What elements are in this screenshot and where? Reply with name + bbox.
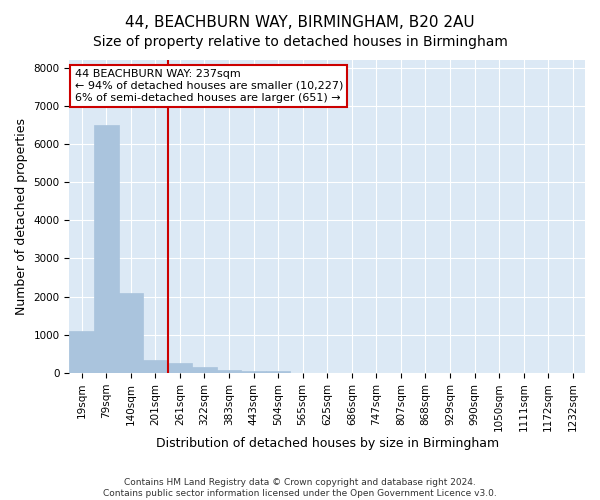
Bar <box>241 371 266 373</box>
Bar <box>94 125 119 373</box>
Text: Contains HM Land Registry data © Crown copyright and database right 2024.
Contai: Contains HM Land Registry data © Crown c… <box>103 478 497 498</box>
Text: 44 BEACHBURN WAY: 237sqm
← 94% of detached houses are smaller (10,227)
6% of sem: 44 BEACHBURN WAY: 237sqm ← 94% of detach… <box>74 70 343 102</box>
Bar <box>217 370 241 373</box>
Bar <box>167 364 192 373</box>
Bar <box>192 367 217 373</box>
Text: Size of property relative to detached houses in Birmingham: Size of property relative to detached ho… <box>92 35 508 49</box>
Bar <box>70 331 94 373</box>
X-axis label: Distribution of detached houses by size in Birmingham: Distribution of detached houses by size … <box>155 437 499 450</box>
Bar <box>119 293 143 373</box>
Text: 44, BEACHBURN WAY, BIRMINGHAM, B20 2AU: 44, BEACHBURN WAY, BIRMINGHAM, B20 2AU <box>125 15 475 30</box>
Y-axis label: Number of detached properties: Number of detached properties <box>15 118 28 315</box>
Bar <box>266 371 290 373</box>
Bar <box>143 360 167 373</box>
